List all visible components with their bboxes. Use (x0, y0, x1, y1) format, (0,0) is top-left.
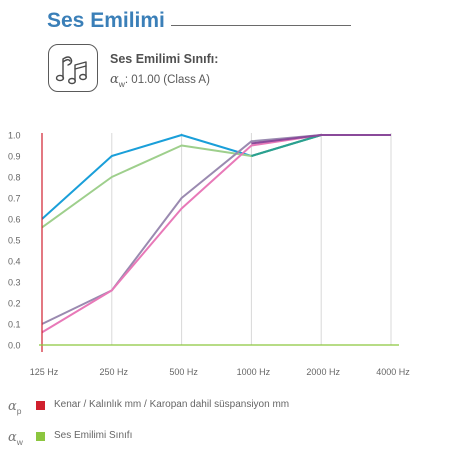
y-tick-label: 1.0 (8, 131, 21, 141)
absorption-chart: 0.0 0.1 0.2 0.3 0.4 0.5 0.6 0.7 0.8 0.9 1.0 125 Hz 2… (8, 131, 410, 378)
series-line-4 (41, 134, 391, 334)
legend-alpha-w-symbol: αw (8, 430, 23, 447)
x-tick-label: 4000 Hz (376, 367, 410, 377)
absorption-class-title: Ses Emilimi Sınıfı: (110, 52, 219, 66)
y-tick-label: 0.4 (8, 257, 21, 267)
series-line-6 (251, 134, 391, 145)
x-tick-label: 2000 Hz (306, 367, 340, 377)
series-line-3 (41, 134, 391, 325)
y-tick-label: 0.6 (8, 215, 21, 225)
legend-item-alpha-p: αp Kenar / Kalınlık mm / Karopan dahil s… (8, 397, 448, 417)
rating-value: : 01.00 (Class A) (124, 74, 210, 86)
x-tick-label: 1000 Hz (237, 367, 271, 377)
x-tick-label: 250 Hz (100, 367, 129, 377)
series-line-2 (41, 134, 391, 229)
y-tick-label: 0.2 (8, 299, 21, 309)
absorption-class-card: Ses Emilimi Sınıfı: αw: 01.00 (Class A) (48, 44, 308, 100)
legend-green-swatch (36, 432, 45, 441)
title-divider (171, 25, 351, 26)
alpha-w-subscript: w (118, 79, 125, 89)
section-header: Ses Emilimi (47, 8, 437, 36)
y-tick-label: 0.3 (8, 278, 21, 288)
legend-alpha-w-label: Ses Emilimi Sınıfı (54, 430, 133, 441)
music-notes-icon (48, 44, 98, 92)
legend-red-swatch (36, 401, 45, 410)
alpha-w-symbol: α (110, 72, 119, 87)
x-tick-label: 125 Hz (30, 367, 59, 377)
legend-alpha-p-symbol: αp (8, 399, 22, 416)
y-tick-label: 0.0 (8, 341, 21, 351)
y-tick-label: 0.8 (8, 173, 21, 183)
legend-alpha-p-label: Kenar / Kalınlık mm / Karopan dahil süsp… (54, 399, 290, 410)
y-tick-label: 0.1 (8, 320, 21, 330)
y-tick-label: 0.7 (8, 194, 21, 204)
x-tick-label: 500 Hz (169, 367, 198, 377)
y-tick-label: 0.9 (8, 152, 21, 162)
absorption-class-rating: αw: 01.00 (Class A) (110, 72, 210, 89)
y-tick-label: 0.5 (8, 236, 21, 246)
page-title: Ses Emilimi (47, 9, 165, 32)
legend-item-alpha-w: αw Ses Emilimi Sınıfı (8, 428, 448, 448)
